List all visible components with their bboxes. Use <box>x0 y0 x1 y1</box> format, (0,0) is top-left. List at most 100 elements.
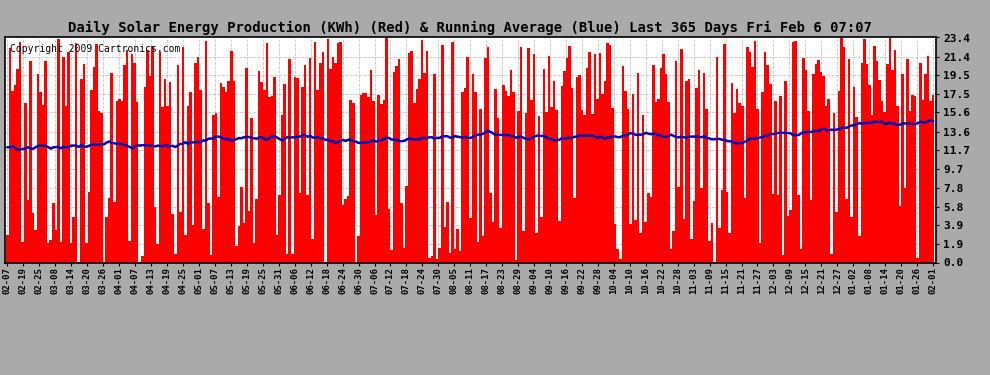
Bar <box>82 64 85 262</box>
Bar <box>169 82 171 262</box>
Bar <box>346 196 349 262</box>
Bar <box>164 79 166 262</box>
Bar <box>899 206 901 262</box>
Bar <box>591 114 594 262</box>
Bar <box>497 118 500 262</box>
Bar <box>174 254 176 262</box>
Bar <box>729 233 731 262</box>
Bar <box>444 227 446 262</box>
Bar <box>820 72 823 262</box>
Bar <box>604 81 606 262</box>
Bar <box>413 103 416 262</box>
Bar <box>416 89 418 262</box>
Bar <box>619 259 622 262</box>
Bar <box>632 94 635 262</box>
Bar <box>818 60 820 262</box>
Bar <box>552 81 555 262</box>
Bar <box>736 89 739 262</box>
Bar <box>113 202 116 262</box>
Bar <box>306 195 309 262</box>
Bar <box>823 76 825 262</box>
Bar <box>520 47 523 262</box>
Bar <box>842 46 845 262</box>
Bar <box>337 43 340 262</box>
Bar <box>807 111 810 262</box>
Bar <box>406 186 408 262</box>
Bar <box>479 110 482 262</box>
Bar <box>98 111 100 262</box>
Bar <box>403 248 406 262</box>
Bar <box>335 63 337 262</box>
Bar <box>192 225 194 262</box>
Bar <box>6 235 9 262</box>
Bar <box>148 76 151 262</box>
Bar <box>57 39 59 262</box>
Bar <box>500 228 502 262</box>
Bar <box>273 78 276 262</box>
Bar <box>246 68 248 262</box>
Bar <box>599 53 601 262</box>
Bar <box>787 216 789 262</box>
Bar <box>217 197 220 262</box>
Bar <box>85 243 87 262</box>
Bar <box>291 254 294 262</box>
Bar <box>878 80 881 262</box>
Bar <box>543 69 545 262</box>
Bar <box>207 202 210 262</box>
Bar <box>922 100 924 262</box>
Bar <box>789 210 792 262</box>
Bar <box>794 41 797 262</box>
Bar <box>474 92 476 262</box>
Bar <box>901 74 904 262</box>
Bar <box>199 90 202 262</box>
Bar <box>17 69 19 262</box>
Bar <box>657 99 659 262</box>
Bar <box>716 57 718 262</box>
Bar <box>223 87 225 262</box>
Bar <box>917 258 919 262</box>
Bar <box>448 253 451 262</box>
Bar <box>484 58 487 262</box>
Bar <box>166 106 169 262</box>
Bar <box>847 58 850 262</box>
Bar <box>393 72 395 262</box>
Bar <box>858 236 860 262</box>
Bar <box>912 94 914 262</box>
Bar <box>630 224 632 262</box>
Bar <box>388 209 390 262</box>
Bar <box>612 108 614 262</box>
Bar <box>364 93 367 262</box>
Bar <box>296 78 299 262</box>
Bar <box>118 99 121 262</box>
Bar <box>860 63 863 262</box>
Bar <box>411 51 413 262</box>
Bar <box>769 84 771 262</box>
Bar <box>476 242 479 262</box>
Bar <box>255 199 258 262</box>
Bar <box>810 200 812 262</box>
Bar <box>751 67 753 262</box>
Bar <box>260 82 263 262</box>
Bar <box>909 111 912 262</box>
Bar <box>87 192 90 262</box>
Bar <box>649 197 652 262</box>
Bar <box>739 103 742 262</box>
Bar <box>105 217 108 262</box>
Bar <box>64 105 67 262</box>
Bar <box>644 222 646 262</box>
Bar <box>682 219 685 262</box>
Bar <box>670 249 672 262</box>
Bar <box>314 42 317 262</box>
Bar <box>512 92 515 262</box>
Bar <box>283 84 286 262</box>
Bar <box>429 258 431 262</box>
Bar <box>833 113 836 262</box>
Bar <box>461 92 464 262</box>
Bar <box>75 43 77 262</box>
Bar <box>359 96 362 262</box>
Bar <box>235 246 238 262</box>
Bar <box>37 74 40 262</box>
Bar <box>52 203 54 262</box>
Bar <box>288 59 291 262</box>
Bar <box>329 69 332 262</box>
